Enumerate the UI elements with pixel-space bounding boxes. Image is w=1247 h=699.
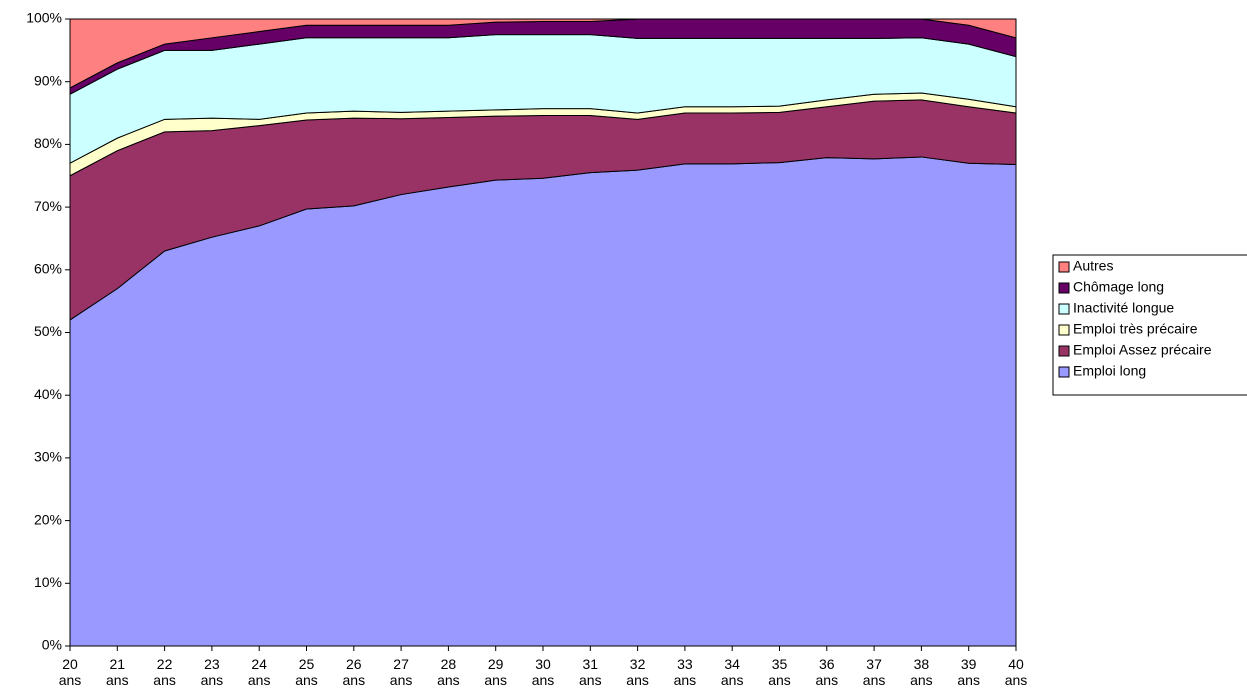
legend-swatch <box>1058 324 1070 336</box>
x-tick-label: 40 ans <box>1004 656 1028 688</box>
x-tick-label: 22 ans <box>153 656 176 688</box>
x-tick-label: 26 ans <box>342 656 366 688</box>
y-tick-label: 40% <box>34 386 62 402</box>
legend-swatch <box>1058 261 1070 273</box>
y-tick-label: 10% <box>34 574 62 590</box>
x-tick-label: 33 ans <box>673 656 697 688</box>
x-tick-label: 35 ans <box>768 656 791 688</box>
x-tick-label: 32 ans <box>626 656 649 688</box>
legend-swatch <box>1058 282 1070 294</box>
x-tick-label: 30 ans <box>531 656 555 688</box>
y-tick-label: 90% <box>34 72 62 88</box>
y-tick-label: 60% <box>34 261 62 277</box>
legend-swatch <box>1058 366 1070 378</box>
x-tick-label: 21 ans <box>106 656 129 688</box>
x-tick-label: 37 ans <box>862 656 886 688</box>
x-tick-label: 39 ans <box>957 656 980 688</box>
legend-label: Inactivité longue <box>1073 300 1174 316</box>
y-tick-label: 30% <box>34 449 62 465</box>
y-tick-label: 70% <box>34 198 62 214</box>
y-tick-label: 0% <box>42 637 62 653</box>
y-tick-label: 50% <box>34 323 62 339</box>
x-tick-label: 28 ans <box>437 656 460 688</box>
x-tick-label: 24 ans <box>247 656 271 688</box>
x-tick-label: 34 ans <box>720 656 744 688</box>
x-tick-label: 23 ans <box>200 656 224 688</box>
legend-swatch <box>1058 303 1070 315</box>
legend <box>1052 254 1247 396</box>
x-tick-label: 36 ans <box>815 656 839 688</box>
x-tick-label: 25 ans <box>295 656 318 688</box>
legend-swatch <box>1058 345 1070 357</box>
y-tick-label: 80% <box>34 135 62 151</box>
y-tick-label: 20% <box>34 511 62 527</box>
x-tick-label: 20 ans <box>58 656 82 688</box>
legend-label: Autres <box>1073 258 1113 274</box>
x-tick-label: 27 ans <box>389 656 413 688</box>
y-tick-label: 100% <box>26 10 62 26</box>
legend-label: Emploi long <box>1073 363 1146 379</box>
x-tick-label: 31 ans <box>579 656 602 688</box>
legend-label: Emploi très précaire <box>1073 321 1198 337</box>
x-tick-label: 38 ans <box>910 656 933 688</box>
legend-label: Emploi Assez précaire <box>1073 342 1212 358</box>
legend-label: Chômage long <box>1073 279 1164 295</box>
x-tick-label: 29 ans <box>484 656 507 688</box>
